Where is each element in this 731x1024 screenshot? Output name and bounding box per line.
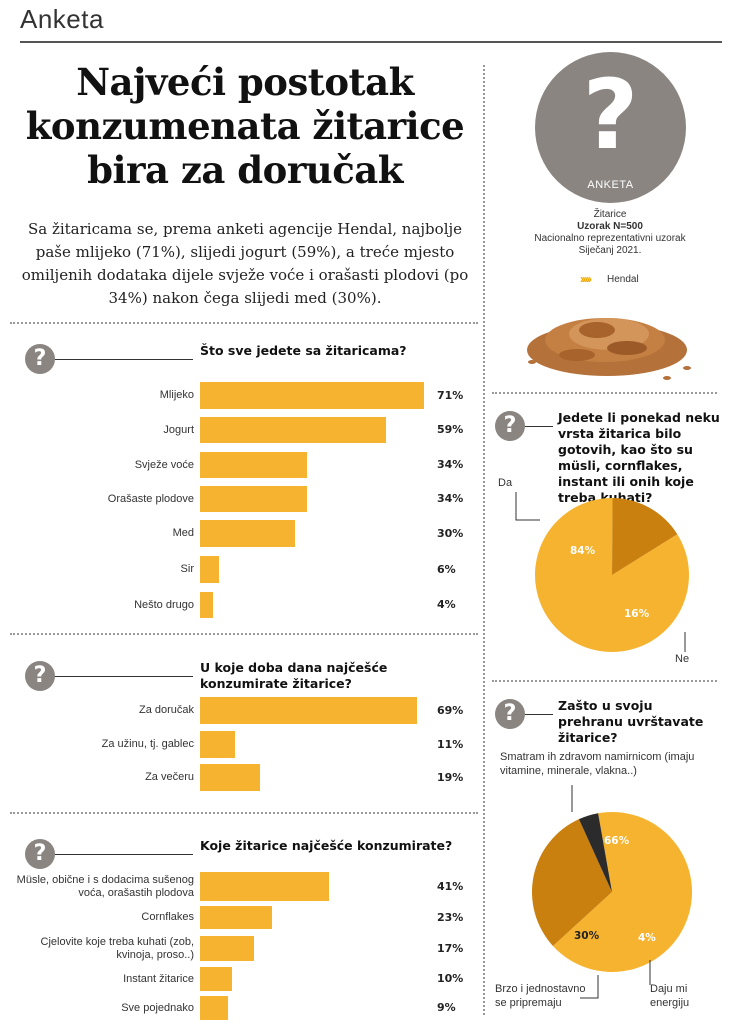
- lead-paragraph: Sa žitaricama se, prema anketi agencije …: [21, 220, 469, 307]
- cereal-label: Instant žitarice: [123, 972, 194, 985]
- chart-3-title: Koje žitarice najčešće konzumirate?: [200, 838, 453, 853]
- toppings-label: Jogurt: [163, 423, 194, 436]
- cereal-bar: [200, 996, 229, 1020]
- leader-line: [580, 975, 599, 999]
- question-connector: [55, 359, 193, 360]
- survey-description: Nacionalno reprezentativni uzorak: [534, 233, 686, 244]
- question-connector: [55, 676, 193, 677]
- headline: Najveći postotak konzumenata žitarice bi…: [25, 60, 465, 192]
- cereal-label: Müsle, obične i s dodacima sušenog voća,…: [16, 873, 194, 899]
- toppings-bar: [200, 382, 424, 409]
- toppings-label: Med: [172, 527, 194, 539]
- time-bar: [200, 764, 260, 791]
- pie-2-value-energy: 4%: [638, 932, 656, 944]
- pie-2-value-quick: 30%: [574, 930, 600, 942]
- time-label: Za večeru: [145, 771, 194, 783]
- pie-1-title: Jedete li ponekad neku vrsta žitarica bi…: [558, 410, 720, 505]
- toppings-value: 6%: [437, 562, 456, 576]
- cereal-bar: [200, 872, 330, 901]
- pie-2-slice: [578, 813, 612, 892]
- question-icon: ?: [25, 344, 55, 374]
- pie-chart-consumption: [515, 492, 689, 652]
- question-connector: [525, 714, 553, 715]
- section-divider: [10, 633, 478, 635]
- survey-topic: Žitarice: [593, 209, 627, 220]
- pie-2-title: Zašto u svoju prehranu uvrštavate žitari…: [558, 698, 704, 745]
- chart-2-title: U koje doba dana najčešće konzumirate ži…: [200, 660, 388, 691]
- time-label: Za užinu, tj. gablec: [101, 738, 194, 750]
- time-bar: [200, 731, 235, 758]
- cereal-value: 23%: [437, 910, 464, 924]
- section-divider: [10, 812, 478, 814]
- cereal-label: Sve pojednako: [121, 1001, 194, 1014]
- column-divider: [483, 65, 485, 1015]
- toppings-label: Orašaste plodove: [107, 492, 194, 505]
- section-divider: [10, 322, 478, 324]
- cereal-value: 9%: [437, 1001, 456, 1014]
- question-icon: ?: [495, 411, 525, 441]
- question-icon: ?: [25, 661, 55, 691]
- grain-illustration: [527, 318, 691, 380]
- toppings-bar: [200, 417, 386, 443]
- pie-2-label-quick: Brzo i jednostavno se pripremaju: [495, 983, 586, 1009]
- pie-chart-reasons: [532, 785, 692, 999]
- toppings-value: 34%: [437, 458, 464, 471]
- question-mark-icon: ?: [582, 59, 639, 171]
- toppings-bar: [200, 592, 213, 618]
- pie-1-slice: [612, 498, 678, 575]
- toppings-bar: [200, 520, 295, 547]
- cereal-label: Cornflakes: [141, 911, 194, 923]
- toppings-value: 34%: [437, 492, 464, 505]
- section-divider: [492, 680, 717, 682]
- toppings-value: 4%: [437, 598, 456, 611]
- cereal-label: Cjelovite koje treba kuhati (zob, kvinoj…: [40, 935, 194, 961]
- chart-1-title: Što sve jedete sa žitaricama?: [200, 343, 407, 358]
- section-tag: Anketa: [20, 4, 104, 34]
- cereal-bar: [200, 936, 254, 961]
- survey-sample: Uzorak N=500: [577, 221, 643, 232]
- cereal-value: 17%: [437, 941, 464, 955]
- toppings-label: Sir: [180, 563, 194, 575]
- toppings-label: Mlijeko: [159, 389, 194, 401]
- toppings-label: Nešto drugo: [134, 598, 194, 611]
- toppings-value: 30%: [437, 526, 464, 540]
- pie-1-label-da: Da: [498, 477, 513, 489]
- pie-2-label-healthy: Smatram ih zdravom namirnicom (imaju vit…: [500, 751, 695, 777]
- pie-1-value-da: 84%: [570, 545, 596, 557]
- time-bar: [200, 697, 418, 724]
- question-connector: [525, 426, 553, 427]
- anketa-badge: ? ANKETA: [535, 52, 686, 203]
- pie-2-value-healthy: 66%: [604, 835, 630, 847]
- cereal-bar: [200, 967, 232, 991]
- time-value: 69%: [437, 703, 464, 717]
- top-rule: [20, 41, 722, 43]
- cereal-value: 41%: [437, 879, 464, 893]
- time-label: Za doručak: [138, 704, 194, 716]
- question-icon: ?: [495, 699, 525, 729]
- pie-2-label-energy: Daju mi energiju: [650, 983, 690, 1009]
- cereal-bar: [200, 906, 273, 929]
- pie-2-slice: [532, 819, 612, 946]
- toppings-bar: [200, 452, 308, 478]
- toppings-value: 59%: [437, 423, 464, 436]
- time-value: 19%: [437, 770, 464, 784]
- toppings-value: 71%: [437, 388, 464, 402]
- survey-date: Siječanj 2021.: [578, 245, 642, 256]
- section-divider: [492, 392, 717, 394]
- pie-1-label-ne: Ne: [675, 653, 690, 665]
- hendal-logo-icon: ›››››: [580, 272, 592, 286]
- cereal-value: 10%: [437, 972, 464, 985]
- toppings-bar: [200, 486, 308, 512]
- pie-1-value-ne: 16%: [624, 608, 650, 620]
- anketa-label: ANKETA: [587, 179, 634, 191]
- pie-2-slice: [552, 812, 692, 972]
- question-connector: [55, 854, 193, 855]
- toppings-label: Svježe voće: [134, 458, 194, 471]
- toppings-bar: [200, 556, 219, 583]
- question-icon: ?: [25, 839, 55, 869]
- time-value: 11%: [437, 737, 464, 751]
- leader-line: [515, 492, 540, 521]
